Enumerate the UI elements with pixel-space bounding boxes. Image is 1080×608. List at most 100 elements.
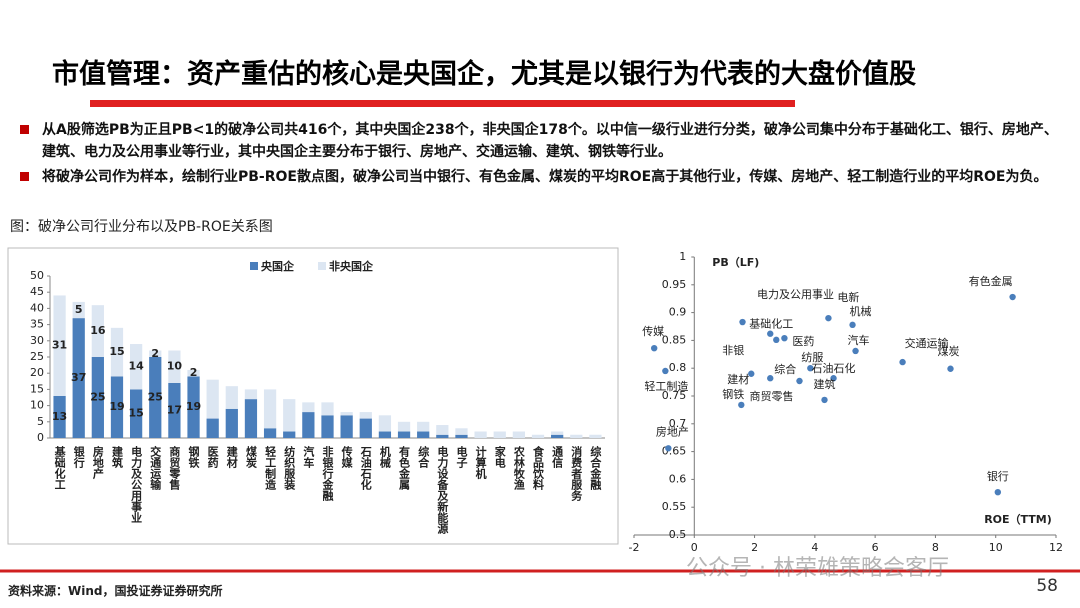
bar-segment — [378, 431, 392, 438]
bar-segment — [187, 376, 200, 438]
title-underline — [90, 100, 795, 107]
bar-segment — [72, 301, 85, 319]
point-label: 基础化工 — [749, 317, 793, 331]
x-tick-label: 8 — [932, 541, 939, 554]
data-label: 10 — [167, 360, 183, 373]
scatter-point — [947, 365, 954, 372]
y-tick-label: 25 — [30, 350, 44, 363]
x-axis-title: ROE（TTM) — [984, 513, 1052, 526]
scatter-point — [767, 330, 774, 337]
x-tick-label: 轻工制造 — [264, 445, 277, 491]
bar-segment — [551, 434, 564, 438]
x-tick-label: 石油石化 — [359, 446, 373, 491]
data-label: 19 — [186, 400, 201, 413]
data-label: 15 — [128, 407, 143, 420]
x-tick-label: 基础化工 — [53, 445, 67, 490]
y-tick-label: 5 — [37, 415, 44, 428]
point-label: 电力及公用事业 — [757, 288, 834, 301]
y-tick-label: 0 — [37, 431, 44, 444]
bar-segment — [283, 399, 296, 432]
point-label: 房地产 — [656, 424, 689, 438]
point-label: 机械 — [850, 304, 872, 318]
x-tick-label: 机械 — [378, 445, 391, 469]
x-tick-label: 电子 — [455, 445, 468, 469]
x-tick-label: 农林牧渔 — [512, 445, 526, 491]
legend-swatch — [250, 262, 258, 270]
bar-segment — [455, 434, 468, 438]
x-tick-label: 商贸零售 — [168, 445, 182, 491]
page-number: 58 — [1036, 576, 1058, 596]
y-tick-label: 0.7 — [669, 417, 687, 430]
scatter-point — [739, 318, 746, 326]
bullet: 从A股筛选PB为正且PB<1的破净公司共416个，其中央国企238个，非央国企1… — [18, 119, 1063, 163]
bar-segment — [531, 434, 545, 438]
y-tick-label: 0.8 — [669, 361, 687, 374]
y-tick-label: 35 — [30, 318, 44, 331]
x-tick-label: 电力设备及新能源 — [436, 445, 450, 535]
point-label: 商贸零售 — [749, 389, 793, 403]
point-label: 钢铁 — [722, 388, 744, 401]
y-tick-label: 0.5 — [669, 528, 687, 541]
scatter-point — [662, 367, 669, 375]
bar-segment — [551, 431, 564, 435]
legend-label: 非央国企 — [329, 259, 374, 273]
data-label: 15 — [109, 345, 124, 358]
scatter-point — [830, 375, 837, 382]
bar-segment — [283, 431, 296, 438]
bar-segment — [244, 389, 258, 400]
data-label: 16 — [90, 324, 106, 337]
x-tick-label: 家电 — [493, 445, 506, 469]
bar-segment — [168, 350, 181, 383]
y-tick-label: 0.95 — [662, 278, 687, 291]
x-tick-label: 6 — [872, 541, 879, 554]
y-tick-label: 45 — [30, 285, 44, 298]
x-tick-label: 建筑 — [110, 445, 123, 469]
bar-segment — [417, 431, 430, 438]
point-label: 医药 — [792, 335, 814, 348]
x-tick-label: 银行 — [72, 445, 86, 469]
bar-segment — [340, 412, 353, 416]
y-tick-label: 30 — [30, 334, 44, 347]
x-tick-label: 交通运输 — [149, 445, 162, 491]
legend-swatch — [318, 262, 326, 270]
x-tick-label: 房地产 — [91, 445, 104, 480]
y-axis-title: PB（LF) — [712, 256, 759, 269]
scatter-point — [1009, 293, 1016, 301]
slide-title: 市值管理：资产重估的核心是央国企，尤其是以银行为代表的大盘价值股 — [52, 59, 916, 90]
point-label: 电新 — [837, 290, 859, 304]
scatter-point — [781, 334, 788, 342]
y-tick-label: 0.9 — [669, 306, 687, 319]
y-tick-label: 40 — [30, 301, 44, 314]
point-label: 有色金属 — [969, 274, 1013, 288]
point-label: 建材 — [727, 372, 749, 386]
legend-label: 央国企 — [261, 259, 295, 273]
x-tick-label: 综合 — [417, 445, 430, 469]
bar-segment — [110, 376, 124, 438]
point-label: 石油石化 — [812, 361, 856, 375]
x-tick-label: 计算机 — [474, 445, 488, 480]
bar-panel — [7, 247, 619, 545]
bar-segment — [206, 418, 219, 438]
bar-segment — [321, 402, 334, 416]
point-label: 传媒 — [642, 325, 664, 338]
data-label: 25 — [90, 391, 105, 404]
bar-segment — [378, 415, 392, 432]
bar-segment — [436, 434, 449, 438]
x-tick-label: 食品饮料 — [532, 445, 546, 491]
bar-segment — [110, 327, 124, 377]
bar-segment — [149, 350, 162, 357]
scatter-point — [849, 321, 856, 329]
data-label: 2 — [151, 347, 159, 360]
x-tick-label: 4 — [811, 541, 818, 554]
bar-segment — [359, 412, 372, 419]
point-label: 非银 — [722, 343, 744, 357]
point-label: 煤炭 — [938, 345, 960, 358]
bar-segment — [53, 395, 66, 438]
x-tick-label: 煤炭 — [244, 445, 257, 469]
bar-segment — [72, 318, 85, 438]
scatter-point — [738, 401, 745, 409]
bar-segment — [263, 389, 277, 429]
bullet: 将破净公司作为样本，绘制行业PB-ROE散点图，破净公司当中银行、有色金属、煤炭… — [18, 166, 1063, 188]
y-tick-label: 50 — [30, 269, 44, 282]
point-label: 建筑 — [814, 377, 836, 391]
